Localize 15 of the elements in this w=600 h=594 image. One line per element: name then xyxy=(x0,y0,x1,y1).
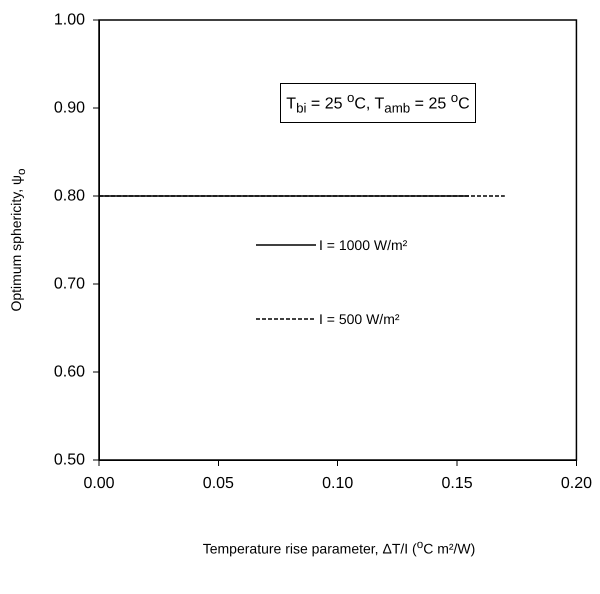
x-tick-label: 0.10 xyxy=(322,475,354,492)
legend-label: I = 1000 W/m² xyxy=(319,237,408,253)
x-tick-label: 0.20 xyxy=(560,475,592,492)
text: T$_{bi}$ = 25 $^{o}$C, T$_{amb}$ = 25 $^{o}$C xyxy=(286,90,470,116)
y-tick-label: 0.60 xyxy=(54,363,86,380)
x-tick-label: 0.00 xyxy=(83,475,115,492)
y-tick-label: 0.50 xyxy=(54,451,86,468)
y-tick-label: 0.70 xyxy=(54,275,86,292)
x-axis-title: Temperature rise parameter, ΔT/I ($^{o}$C m²/W) xyxy=(202,538,476,557)
y-tick-label: 0.90 xyxy=(54,99,86,116)
y-tick-label: 0.80 xyxy=(54,187,86,204)
legend-label: I = 500 W/m² xyxy=(319,311,400,327)
x-tick-label: 0.15 xyxy=(442,475,473,492)
y-tick-label: 1.00 xyxy=(54,11,86,28)
x-tick-label: 0.05 xyxy=(202,475,234,492)
